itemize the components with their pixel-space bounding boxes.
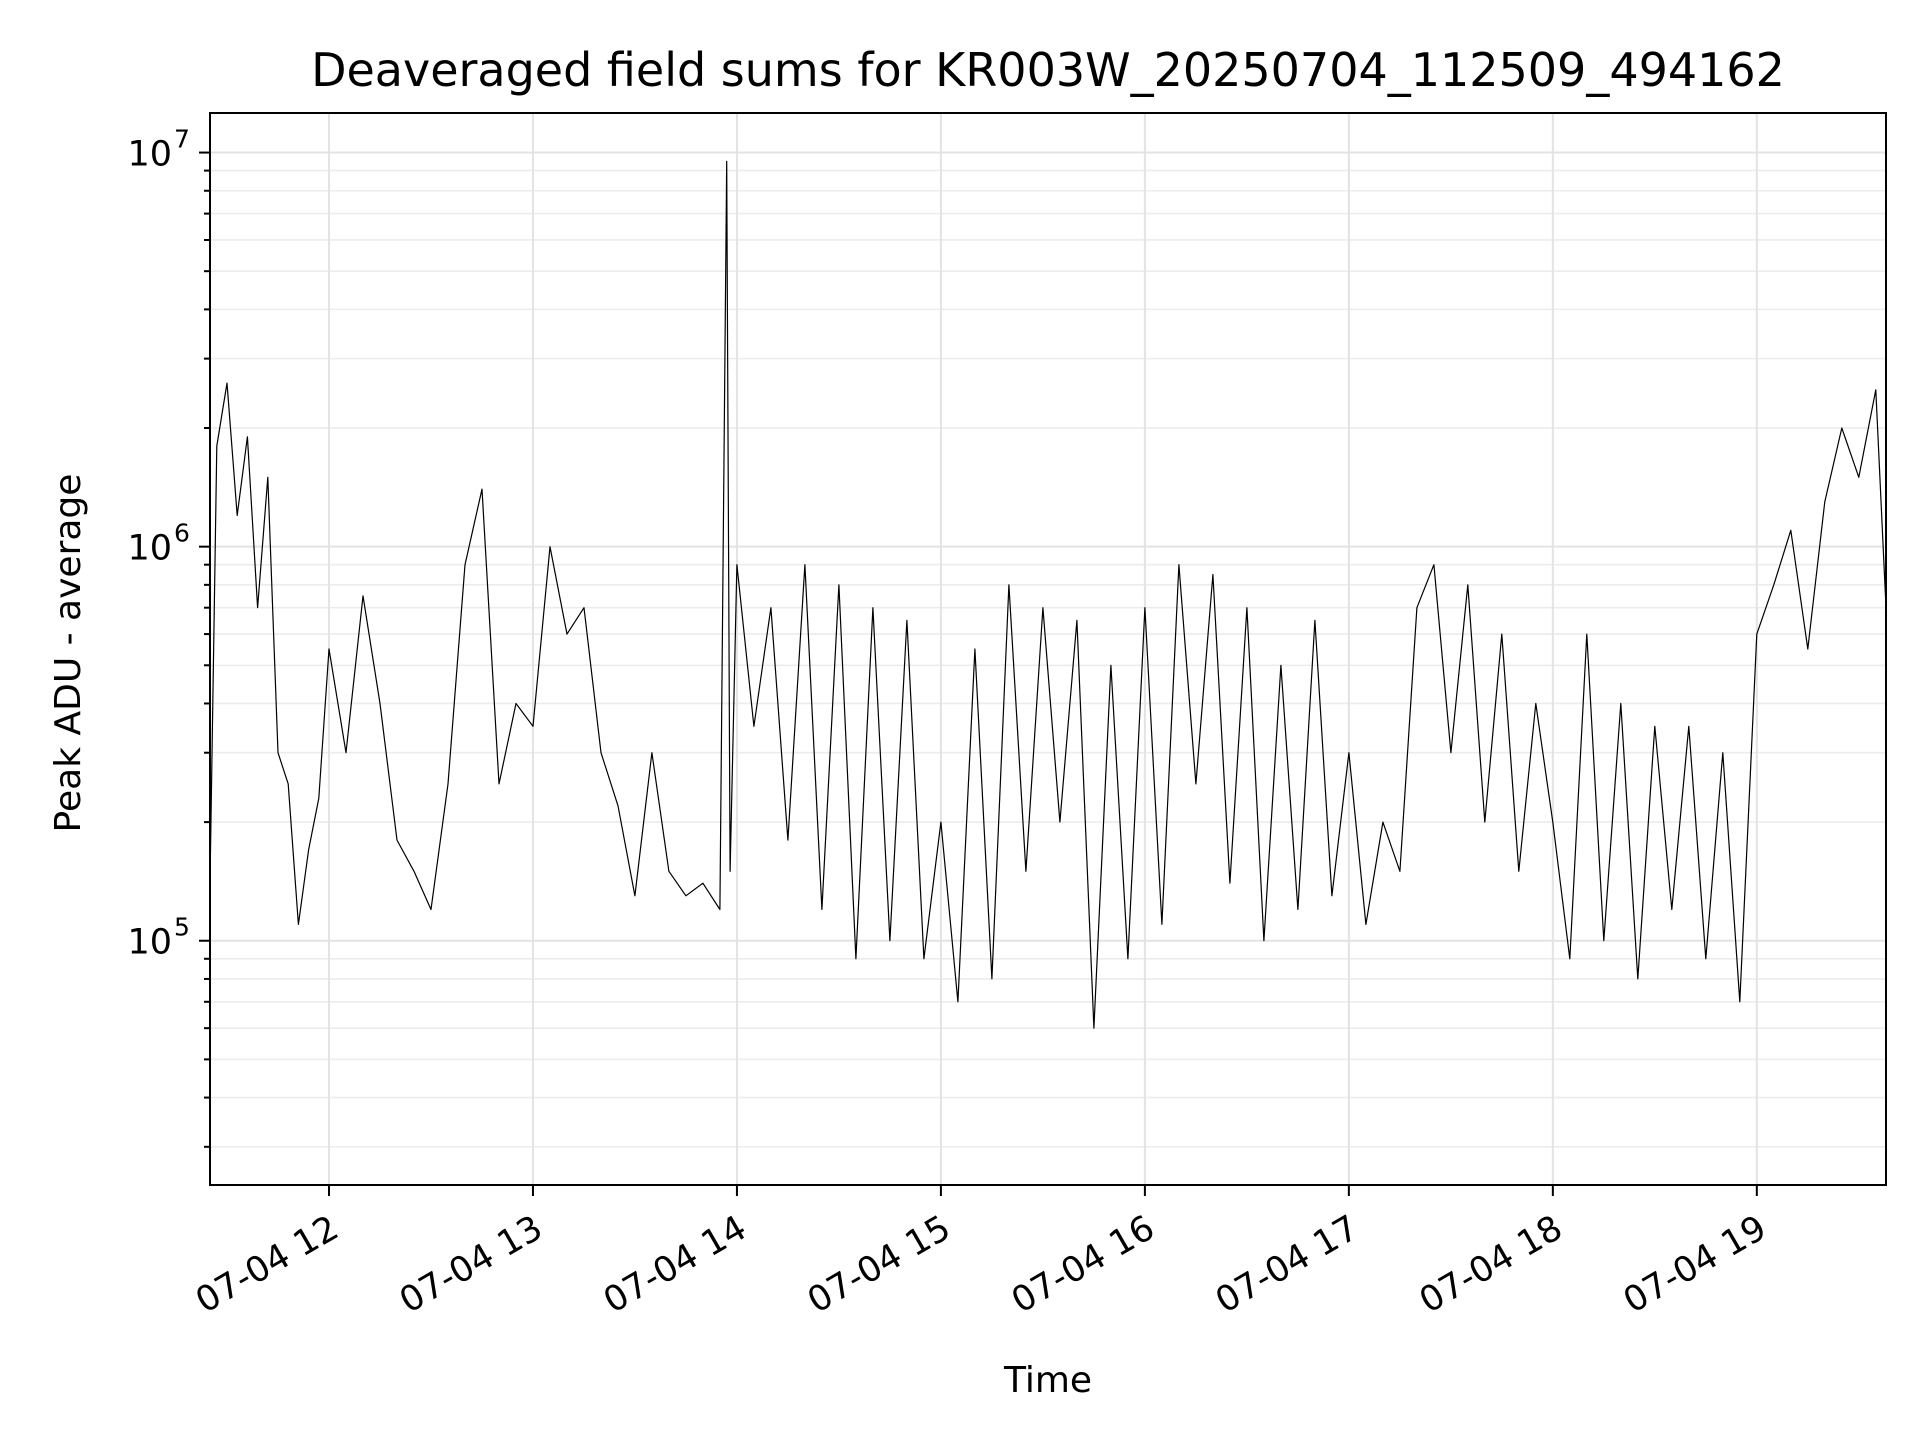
- x-axis: 07-04 12 07-04 13 07-04 14 07-04 15 07-04 16…: [189, 1185, 1773, 1321]
- plot-area-frame: [209, 112, 1887, 1186]
- x-tick-label: 07-04 18: [1413, 1208, 1569, 1321]
- y-tick-label-exponent: 7: [174, 125, 190, 154]
- x-tick-label: 07-04 15: [801, 1208, 957, 1321]
- x-tick-label: 07-04 19: [1617, 1208, 1773, 1321]
- y-tick-label-exponent: 6: [174, 519, 190, 548]
- x-tick-label: 07-04 13: [393, 1208, 549, 1321]
- y-tick-label: 10: [127, 135, 172, 175]
- chart-title: Deaveraged field sums for KR003W_2025070…: [311, 43, 1785, 97]
- x-tick-label: 07-04 17: [1209, 1208, 1365, 1321]
- y-tick-label-exponent: 5: [174, 913, 190, 942]
- x-axis-label: Time: [1003, 1360, 1092, 1401]
- y-axis-label: Peak ADU - average: [48, 474, 89, 833]
- x-tick-label: 07-04 16: [1005, 1208, 1161, 1321]
- y-tick-label: 10: [127, 529, 172, 569]
- y-tick-label: 10: [127, 923, 172, 963]
- x-tick-label: 07-04 12: [189, 1208, 345, 1321]
- x-tick-label: 07-04 14: [597, 1208, 753, 1321]
- data-series-line: [209, 160, 1887, 1029]
- grid: [210, 113, 1886, 1185]
